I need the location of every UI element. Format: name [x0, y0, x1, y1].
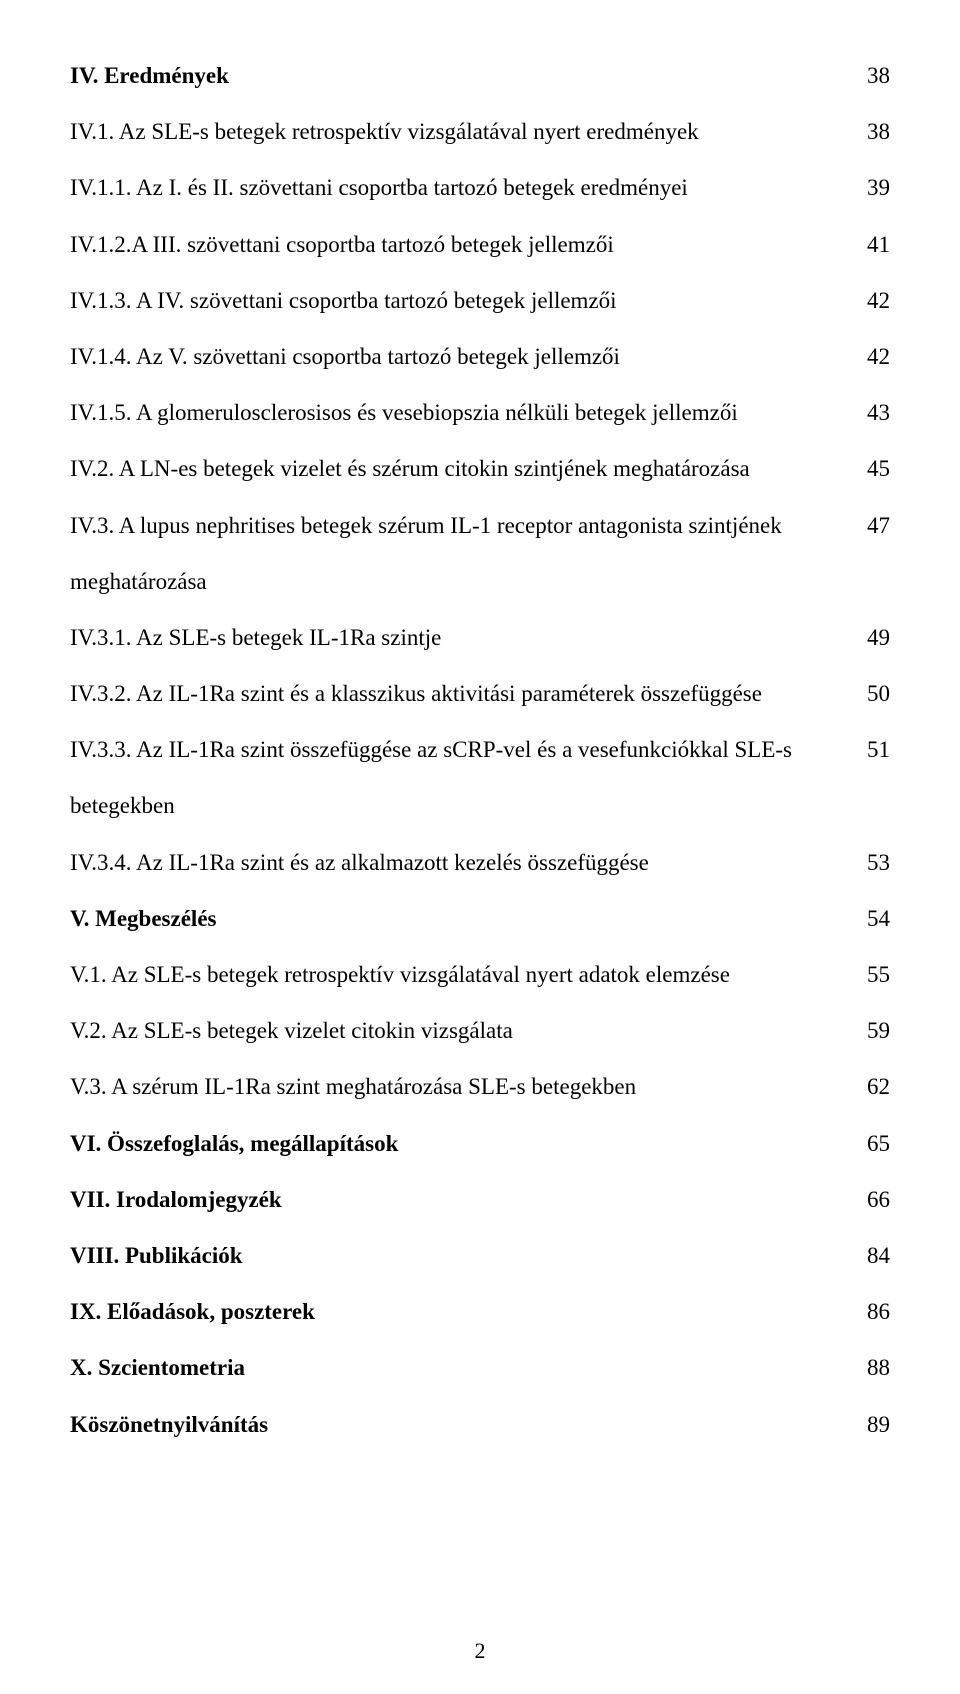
toc-label-continuation: meghatározása [70, 566, 890, 598]
toc-row: V.2. Az SLE-s betegek vizelet citokin vi… [70, 1015, 890, 1047]
toc-row: V.1. Az SLE-s betegek retrospektív vizsg… [70, 959, 890, 991]
toc-row: VI. Összefoglalás, megállapítások65 [70, 1128, 890, 1160]
toc-row: IV.1.1. Az I. és II. szövettani csoportb… [70, 172, 890, 204]
toc-row: Köszönetnyilvánítás89 [70, 1409, 890, 1441]
toc-label: IV.1. Az SLE-s betegek retrospektív vizs… [70, 116, 860, 148]
toc-row: IV.1.4. Az V. szövettani csoportba tarto… [70, 341, 890, 373]
toc-row: VII. Irodalomjegyzék66 [70, 1184, 890, 1216]
toc-row: IV.3. A lupus nephritises betegek szérum… [70, 510, 890, 542]
toc-label: IV.1.1. Az I. és II. szövettani csoportb… [70, 172, 860, 204]
toc-label: IV.3.2. Az IL-1Ra szint és a klasszikus … [70, 678, 860, 710]
toc-page-number: 42 [860, 285, 890, 317]
toc-label: Köszönetnyilvánítás [70, 1409, 860, 1441]
toc-row: IV.3.4. Az IL-1Ra szint és az alkalmazot… [70, 847, 890, 879]
toc-row: IV.3.3. Az IL-1Ra szint összefüggése az … [70, 734, 890, 766]
toc-label: VI. Összefoglalás, megállapítások [70, 1128, 860, 1160]
toc-row: IX. Előadások, poszterek86 [70, 1296, 890, 1328]
toc-label: IV.1.4. Az V. szövettani csoportba tarto… [70, 341, 860, 373]
toc-label: V.3. A szérum IL-1Ra szint meghatározása… [70, 1071, 860, 1103]
document-page: IV. Eredmények38IV.1. Az SLE-s betegek r… [0, 0, 960, 1694]
toc-page-number: 65 [860, 1128, 890, 1160]
toc-page-number: 89 [860, 1409, 890, 1441]
toc-label: IX. Előadások, poszterek [70, 1296, 860, 1328]
toc-row: IV.3.1. Az SLE-s betegek IL-1Ra szintje4… [70, 622, 890, 654]
toc-page-number: 86 [860, 1296, 890, 1328]
toc-page-number: 49 [860, 622, 890, 654]
toc-label: IV. Eredmények [70, 60, 860, 92]
toc-page-number: 50 [860, 678, 890, 710]
toc-page-number: 66 [860, 1184, 890, 1216]
page-number: 2 [0, 1638, 960, 1664]
toc-label: IV.1.2.A III. szövettani csoportba tarto… [70, 229, 860, 261]
toc-row: V.3. A szérum IL-1Ra szint meghatározása… [70, 1071, 890, 1103]
toc-page-number: 45 [860, 453, 890, 485]
toc-page-number: 53 [860, 847, 890, 879]
toc-label: IV.1.3. A IV. szövettani csoportba tarto… [70, 285, 860, 317]
toc-label-continuation: betegekben [70, 790, 890, 822]
toc-label: IV.3.1. Az SLE-s betegek IL-1Ra szintje [70, 622, 860, 654]
toc-page-number: 51 [860, 734, 890, 766]
toc-row: IV.1.5. A glomerulosclerosisos és vesebi… [70, 397, 890, 429]
toc-page-number: 62 [860, 1071, 890, 1103]
toc-label: V.2. Az SLE-s betegek vizelet citokin vi… [70, 1015, 860, 1047]
toc-label: IV.3. A lupus nephritises betegek szérum… [70, 510, 860, 542]
toc-row: IV.1.3. A IV. szövettani csoportba tarto… [70, 285, 890, 317]
table-of-contents: IV. Eredmények38IV.1. Az SLE-s betegek r… [70, 60, 890, 1441]
toc-row: IV.2. A LN-es betegek vizelet és szérum … [70, 453, 890, 485]
toc-page-number: 54 [860, 903, 890, 935]
toc-label: V. Megbeszélés [70, 903, 860, 935]
toc-row: VIII. Publikációk84 [70, 1240, 890, 1272]
toc-page-number: 38 [860, 60, 890, 92]
toc-page-number: 55 [860, 959, 890, 991]
toc-label: VII. Irodalomjegyzék [70, 1184, 860, 1216]
toc-row: V. Megbeszélés54 [70, 903, 890, 935]
toc-label: IV.3.4. Az IL-1Ra szint és az alkalmazot… [70, 847, 860, 879]
toc-row: IV.1.2.A III. szövettani csoportba tarto… [70, 229, 890, 261]
toc-label: VIII. Publikációk [70, 1240, 860, 1272]
toc-label: IV.2. A LN-es betegek vizelet és szérum … [70, 453, 860, 485]
toc-row: X. Szcientometria88 [70, 1352, 890, 1384]
toc-page-number: 43 [860, 397, 890, 429]
toc-page-number: 42 [860, 341, 890, 373]
toc-page-number: 41 [860, 229, 890, 261]
toc-row: IV. Eredmények38 [70, 60, 890, 92]
toc-label: IV.1.5. A glomerulosclerosisos és vesebi… [70, 397, 860, 429]
toc-label: IV.3.3. Az IL-1Ra szint összefüggése az … [70, 734, 860, 766]
toc-page-number: 47 [860, 510, 890, 542]
toc-page-number: 88 [860, 1352, 890, 1384]
toc-label: V.1. Az SLE-s betegek retrospektív vizsg… [70, 959, 860, 991]
toc-row: IV.1. Az SLE-s betegek retrospektív vizs… [70, 116, 890, 148]
toc-row: IV.3.2. Az IL-1Ra szint és a klasszikus … [70, 678, 890, 710]
toc-page-number: 84 [860, 1240, 890, 1272]
toc-label: X. Szcientometria [70, 1352, 860, 1384]
toc-page-number: 59 [860, 1015, 890, 1047]
toc-page-number: 38 [860, 116, 890, 148]
toc-page-number: 39 [860, 172, 890, 204]
